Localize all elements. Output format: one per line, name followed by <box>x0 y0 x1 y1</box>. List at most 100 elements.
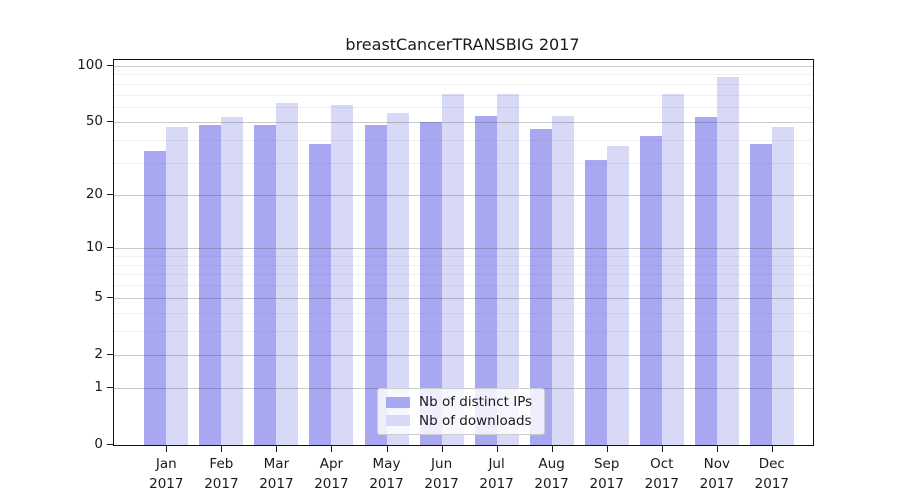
x-tick-label-nov: Nov 2017 <box>699 456 734 492</box>
y-tick-mark-100 <box>107 64 113 66</box>
gridline-minor-60 <box>114 107 813 109</box>
x-tick-mark-dec <box>771 446 773 452</box>
x-tick-mark-apr <box>331 446 333 452</box>
bar-distinct-ips-apr <box>309 144 332 445</box>
x-tick-label-apr: Apr 2017 <box>314 456 349 492</box>
gridline-minor-7 <box>114 274 813 276</box>
gridline-minor-9 <box>114 255 813 257</box>
x-tick-mark-nov <box>716 446 718 452</box>
x-tick-label-mar: Mar 2017 <box>259 456 294 492</box>
y-tick-label-0: 0 <box>94 436 103 452</box>
bar-downloads-may <box>386 112 409 445</box>
gridline-major-2 <box>114 354 813 356</box>
y-tick-label-1: 1 <box>94 379 103 395</box>
x-tick-year: 2017 <box>259 476 294 492</box>
x-tick-year: 2017 <box>754 476 789 492</box>
gridline-minor-40 <box>114 139 813 141</box>
bar-distinct-ips-mar <box>254 125 277 445</box>
bar-distinct-ips-dec <box>749 144 772 445</box>
bar-downloads-sep <box>606 146 629 445</box>
x-tick-label-dec: Dec 2017 <box>754 456 789 492</box>
gridline-minor-3 <box>114 331 813 333</box>
bar-distinct-ips-sep <box>584 160 607 445</box>
y-tick-mark-10 <box>107 247 113 248</box>
x-tick-year: 2017 <box>149 476 184 492</box>
x-tick-label-jun: Jun 2017 <box>424 456 459 492</box>
gridline-minor-8 <box>114 264 813 266</box>
y-tick-mark-1 <box>107 387 113 388</box>
bar-downloads-aug <box>551 115 574 445</box>
bar-downloads-mar <box>276 103 299 445</box>
y-tick-mark-2 <box>107 353 113 355</box>
bar-downloads-feb <box>221 117 244 445</box>
gridline-minor-30 <box>114 162 813 164</box>
y-tick-mark-0 <box>107 444 113 445</box>
x-tick-mark-may <box>386 446 388 452</box>
x-tick-mark-oct <box>661 446 663 452</box>
bar-downloads-jan <box>166 126 189 445</box>
chart-title: breastCancerTRANSBIG 2017 <box>345 35 580 54</box>
x-tick-label-jan: Jan 2017 <box>149 456 184 492</box>
gridline-minor-90 <box>114 74 813 76</box>
bar-downloads-apr <box>331 104 354 445</box>
y-tick-label-50: 50 <box>85 112 103 129</box>
x-tick-mark-aug <box>551 446 553 452</box>
bar-downloads-jun <box>441 93 464 445</box>
gridline-major-50 <box>114 121 813 123</box>
x-tick-label-feb: Feb 2017 <box>204 456 239 492</box>
x-tick-label-sep: Sep 2017 <box>589 456 624 492</box>
bar-distinct-ips-oct <box>639 135 662 445</box>
x-tick-mark-mar <box>276 446 278 452</box>
x-tick-label-may: May 2017 <box>369 456 404 492</box>
bar-distinct-ips-feb <box>199 125 222 445</box>
x-tick-mark-jun <box>441 446 443 452</box>
legend-label: Nb of distinct IPs <box>419 394 533 411</box>
y-tick-mark-5 <box>107 296 113 298</box>
legend-row: Nb of downloads <box>386 413 536 429</box>
bar-downloads-jul <box>496 93 519 445</box>
gridline-minor-70 <box>114 94 813 96</box>
bar-distinct-ips-nov <box>694 117 717 445</box>
x-tick-year: 2017 <box>479 476 514 492</box>
x-tick-label-aug: Aug 2017 <box>534 456 569 492</box>
x-tick-year: 2017 <box>534 476 569 492</box>
bar-downloads-nov <box>716 77 739 445</box>
gridline-major-20 <box>114 194 813 196</box>
x-tick-year: 2017 <box>314 476 349 492</box>
gridline-minor-4 <box>114 312 813 314</box>
x-tick-year: 2017 <box>424 476 459 492</box>
bar-distinct-ips-jun <box>419 121 442 445</box>
x-tick-year: 2017 <box>204 476 239 492</box>
gridline-major-5 <box>114 297 813 299</box>
gridline-major-10 <box>114 248 813 249</box>
legend-swatch-downloads <box>386 415 410 427</box>
x-tick-label-jul: Jul 2017 <box>479 456 514 492</box>
bar-distinct-ips-may <box>364 125 387 445</box>
x-tick-year: 2017 <box>644 476 679 492</box>
bar-distinct-ips-aug <box>529 128 552 445</box>
bar-downloads-oct <box>661 93 684 445</box>
legend-row: Nb of distinct IPs <box>386 394 536 410</box>
x-tick-label-oct: Oct 2017 <box>644 456 679 492</box>
legend-swatch-distinct-ips <box>386 396 410 408</box>
bar-distinct-ips-jan <box>144 150 167 445</box>
gridline-minor-6 <box>114 285 813 287</box>
legend-label: Nb of downloads <box>419 412 532 429</box>
x-tick-year: 2017 <box>369 476 404 492</box>
x-tick-mark-feb <box>221 446 223 452</box>
y-tick-mark-20 <box>107 193 113 195</box>
y-tick-label-20: 20 <box>85 185 103 202</box>
x-tick-mark-jan <box>166 446 168 452</box>
x-tick-mark-sep <box>606 446 608 452</box>
gridline-major-100 <box>114 65 813 67</box>
bar-downloads-dec <box>771 126 794 445</box>
legend: Nb of distinct IPs Nb of downloads <box>377 388 545 435</box>
y-tick-label-5: 5 <box>94 288 103 305</box>
x-tick-year: 2017 <box>589 476 624 492</box>
y-tick-label-100: 100 <box>77 56 103 73</box>
x-tick-year: 2017 <box>699 476 734 492</box>
y-tick-mark-50 <box>107 120 113 122</box>
bar-distinct-ips-jul <box>474 115 497 445</box>
y-tick-label-2: 2 <box>94 345 103 362</box>
